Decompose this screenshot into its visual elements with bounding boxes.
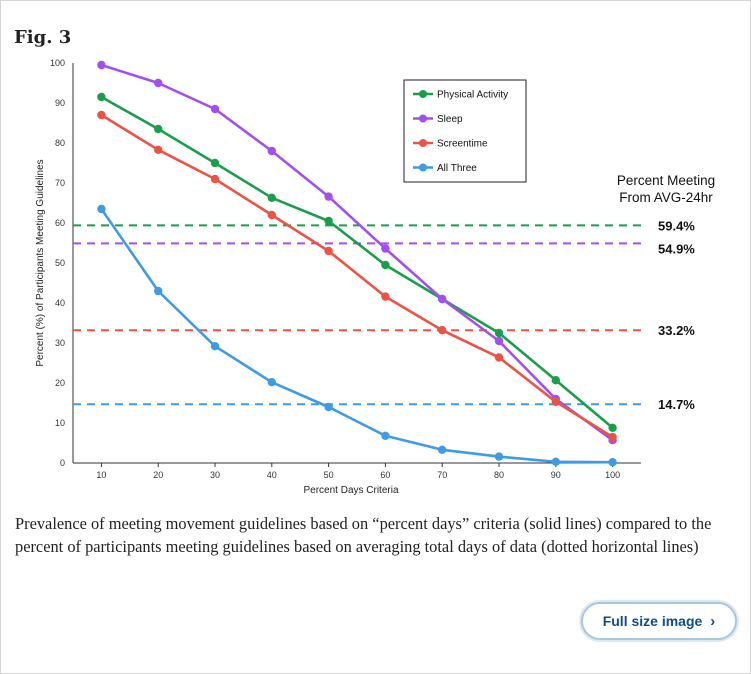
reference-value-label: 14.7%	[658, 397, 695, 412]
full-size-image-button[interactable]: Full size image ›	[581, 602, 737, 640]
x-tick-label: 30	[210, 470, 220, 480]
data-point	[608, 458, 617, 467]
legend-label: Sleep	[437, 114, 463, 125]
y-tick-label: 50	[55, 258, 65, 268]
y-tick-label: 80	[55, 138, 65, 148]
data-point	[267, 146, 276, 156]
y-tick-label: 10	[55, 418, 65, 428]
data-point	[494, 452, 504, 461]
y-tick-label: 0	[60, 458, 65, 468]
figure-caption: Prevalence of meeting movement guideline…	[15, 514, 712, 556]
data-point	[210, 342, 220, 351]
y-axis-title: Percent (%) of Participants Meeting Guid…	[35, 159, 46, 366]
legend-swatch-marker	[419, 139, 427, 147]
line-chart: 0 10 20 30 40 50 60 70 80 90 100 10 20 30 40 50 60 70 80 90…	[35, 58, 715, 496]
data-point	[608, 432, 617, 442]
legend-swatch-marker	[419, 114, 427, 123]
data-point	[381, 292, 390, 301]
x-tick-label: 70	[437, 470, 447, 480]
series-line	[100, 113, 614, 439]
x-tick-label: 50	[324, 470, 334, 480]
data-point	[551, 397, 560, 406]
x-tick-label: 80	[494, 470, 504, 480]
data-point	[210, 174, 220, 184]
data-point	[210, 158, 220, 168]
y-tick-label: 20	[55, 378, 65, 388]
x-tick-label: 10	[96, 470, 106, 480]
chart-legend: Physical Activity Sleep Screentime All Thre…	[403, 79, 527, 183]
x-tick-label: 60	[380, 470, 390, 480]
reference-value-label: 33.2%	[658, 323, 695, 338]
data-point	[210, 104, 220, 114]
data-point	[97, 92, 106, 102]
series-line	[100, 208, 613, 464]
data-point	[494, 336, 504, 346]
data-point	[438, 445, 447, 454]
y-tick-label: 100	[50, 58, 65, 68]
data-point	[438, 294, 447, 304]
y-tick-label: 70	[55, 178, 65, 188]
data-point	[267, 193, 276, 202]
data-point	[608, 423, 617, 432]
full-size-image-label: Full size image	[602, 613, 703, 629]
data-point	[324, 216, 333, 226]
data-point	[494, 328, 504, 338]
reference-value-label: 59.4%	[658, 218, 695, 233]
legend-label: All Three	[437, 163, 477, 174]
x-tick-label: 20	[153, 470, 163, 480]
data-point	[551, 457, 560, 466]
legend-swatch-marker	[419, 163, 427, 172]
data-point	[97, 110, 106, 120]
data-point	[154, 286, 163, 296]
data-point	[154, 78, 163, 88]
data-point	[324, 246, 333, 256]
x-tick-label: 90	[551, 470, 561, 480]
data-point	[97, 204, 106, 214]
data-point	[267, 378, 276, 387]
reference-title-line1: Percent Meeting	[617, 173, 715, 188]
legend-label: Screentime	[437, 139, 488, 150]
x-tick-label: 100	[605, 470, 620, 480]
data-point	[551, 376, 560, 385]
chart-axes: 0 10 20 30 40 50 60 70 80 90 100 10 20 30 40 50 60 70 80 90…	[35, 58, 641, 496]
data-point	[154, 145, 163, 154]
y-tick-label: 90	[55, 98, 65, 108]
data-point	[494, 353, 504, 362]
data-point	[381, 431, 390, 440]
data-point	[381, 260, 390, 270]
y-tick-label: 60	[55, 218, 65, 228]
legend-label: Physical Activity	[437, 90, 508, 101]
chart-series	[97, 60, 617, 467]
data-point	[154, 124, 163, 134]
figure-label: Fig. 3	[14, 27, 72, 48]
series-line	[101, 63, 614, 442]
reference-value-label: 54.9%	[658, 241, 695, 256]
reference-title-line2: From AVG-24hr	[619, 190, 713, 205]
data-point	[97, 60, 106, 70]
x-tick-label: 40	[267, 470, 277, 480]
series-line	[100, 95, 614, 429]
data-point	[267, 210, 276, 220]
legend-swatch-marker	[419, 90, 427, 98]
chevron-right-icon: ›	[710, 612, 716, 630]
y-tick-label: 40	[55, 298, 65, 308]
reference-labels: Percent Meeting From AVG-24hr 59.4% 54.9% 33…	[617, 173, 715, 412]
y-tick-label: 30	[55, 338, 65, 348]
data-point	[381, 244, 390, 253]
data-point	[324, 402, 333, 412]
x-axis-title: Percent Days Criteria	[303, 485, 398, 496]
data-point	[324, 192, 333, 201]
data-point	[438, 326, 447, 335]
